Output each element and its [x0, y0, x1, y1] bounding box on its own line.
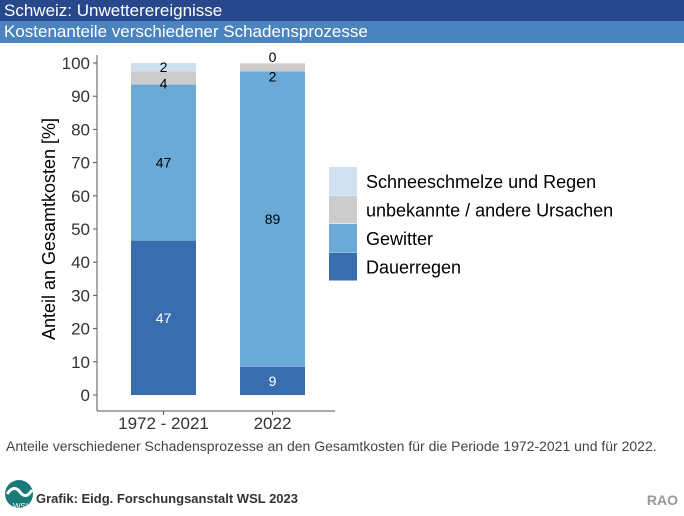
corner-label: RAO	[646, 492, 678, 508]
bar-segment	[240, 71, 305, 367]
y-tick-label: 30	[71, 286, 90, 305]
legend-swatch	[329, 195, 357, 224]
legend-swatch	[329, 167, 357, 195]
y-tick-label: 70	[71, 154, 90, 173]
legend-swatch	[329, 224, 357, 252]
data-label: 9	[269, 373, 277, 389]
y-tick-label: 50	[71, 220, 90, 239]
data-label: 89	[265, 211, 281, 227]
bar-segment	[131, 71, 196, 85]
legend-swatch	[329, 252, 357, 281]
source-credit: Grafik: Eidg. Forschungsanstalt WSL 2023	[36, 491, 298, 506]
y-tick-label: 100	[62, 54, 90, 73]
legend-label: Schneeschmelze und Regen	[366, 172, 596, 192]
data-label: 2	[160, 59, 168, 75]
legend-label: Gewitter	[366, 229, 433, 249]
bar-segment	[240, 366, 305, 395]
y-axis-label: Anteil an Gesamtkosten [%]	[39, 118, 59, 340]
caption: Anteile verschiedener Schadensprozesse a…	[6, 438, 657, 454]
data-label: 2	[269, 68, 277, 84]
y-tick-label: 60	[71, 187, 90, 206]
legend-label: unbekannte / andere Ursachen	[366, 201, 613, 221]
legend-label: Dauerregen	[366, 258, 461, 278]
data-label: 47	[156, 310, 172, 326]
y-tick-label: 40	[71, 253, 90, 272]
bar-segment	[240, 63, 305, 72]
svg-text:WSL: WSL	[13, 502, 31, 511]
bar-segment	[131, 63, 196, 72]
bar-segment	[240, 63, 305, 64]
x-tick-label: 2022	[254, 414, 292, 433]
y-tick-label: 10	[71, 353, 90, 372]
x-tick-label: 1972 - 2021	[118, 414, 209, 433]
app-title: Schweiz: Unwetterereignisse	[0, 0, 684, 21]
data-label: 0	[269, 49, 277, 65]
data-label: 4	[160, 76, 168, 92]
bar-segment	[131, 240, 196, 395]
chart-subtitle: Kostenanteile verschiedener Schadensproz…	[0, 21, 684, 43]
bar-segment	[131, 84, 196, 241]
y-tick-label: 80	[71, 120, 90, 139]
wsl-logo: WSL	[5, 480, 34, 511]
data-label: 47	[156, 155, 172, 171]
y-tick-label: 90	[71, 87, 90, 106]
y-tick-label: 0	[81, 386, 90, 405]
y-tick-label: 20	[71, 320, 90, 339]
